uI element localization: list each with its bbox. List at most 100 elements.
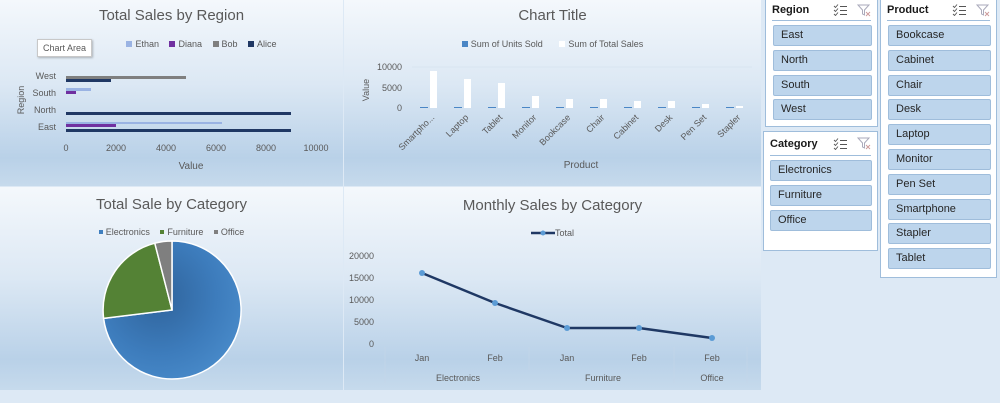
multi-select-icon[interactable] <box>952 4 966 16</box>
column-total-sales[interactable] <box>532 96 539 108</box>
column-units-sold[interactable] <box>590 107 598 108</box>
column-total-sales[interactable] <box>430 71 437 108</box>
chart-legend: Electronics Furniture Office <box>0 227 343 237</box>
chart-total-sales-by-region[interactable]: Total Sales by Region Ethan Diana Bob Al… <box>0 0 343 186</box>
slicer-item-cabinet[interactable]: Cabinet <box>888 49 991 71</box>
y-tick: 15000 <box>349 273 374 283</box>
legend-item-units-sold: Sum of Units Sold <box>461 39 543 49</box>
slicer-item-east[interactable]: East <box>773 25 872 46</box>
slicer-item-electronics[interactable]: Electronics <box>770 160 872 181</box>
y-axis-label: Value <box>361 79 371 101</box>
bar-south-ethan[interactable] <box>66 88 91 91</box>
slicer-item-chair[interactable]: Chair <box>888 74 991 96</box>
slicer-item-stapler[interactable]: Stapler <box>888 223 991 245</box>
slicer-item-smartphone[interactable]: Smartphone <box>888 198 991 220</box>
legend-swatch-icon <box>126 40 133 47</box>
clear-filter-icon[interactable] <box>976 4 990 17</box>
slicer-title: Product <box>887 4 929 16</box>
bar-east-alice[interactable] <box>66 129 291 132</box>
column-units-sold[interactable] <box>488 107 496 108</box>
multi-select-icon[interactable] <box>833 4 847 16</box>
column-units-sold[interactable] <box>624 107 632 108</box>
group-label: Office <box>700 373 723 383</box>
slicer-item-office[interactable]: Office <box>770 209 872 231</box>
pie-slice-furniture[interactable] <box>102 242 173 320</box>
legend-label: Bob <box>221 39 238 49</box>
month-label: Feb <box>487 353 503 363</box>
chart-title: Total Sales by Region <box>98 7 245 24</box>
pie-slice-office[interactable] <box>153 240 173 311</box>
legend-swatch-icon <box>461 40 468 47</box>
y-tick: 10000 <box>377 62 402 72</box>
slicer-item-furniture[interactable]: Furniture <box>770 184 872 206</box>
category-label: West <box>36 71 57 81</box>
bar-west-alice[interactable] <box>66 79 111 82</box>
bar-east-diana[interactable] <box>66 124 116 127</box>
legend-swatch-icon <box>160 229 165 234</box>
group-label: Electronics <box>436 373 481 383</box>
category-label: Smartpho... <box>396 112 436 152</box>
column-total-sales[interactable] <box>566 99 573 108</box>
data-point[interactable] <box>419 270 425 276</box>
slicer-item-pen-set[interactable]: Pen Set <box>888 173 991 195</box>
slicer-item-south[interactable]: South <box>773 74 872 96</box>
bar-west-bob[interactable] <box>66 76 186 79</box>
column-units-sold[interactable] <box>726 107 734 108</box>
x-tick: 6000 <box>206 143 226 153</box>
x-axis-label: Product <box>564 160 599 171</box>
column-units-sold[interactable] <box>454 107 462 108</box>
y-tick: 5000 <box>382 83 402 93</box>
column-total-sales[interactable] <box>600 99 607 108</box>
legend-item-bob: Bob <box>212 39 238 49</box>
multi-select-icon[interactable] <box>833 137 847 150</box>
clear-filter-icon[interactable] <box>857 4 871 17</box>
category-label: Chair <box>584 112 606 134</box>
bar-south-diana[interactable] <box>66 91 76 94</box>
column-units-sold[interactable] <box>420 107 428 108</box>
line-plot-area: 20000 15000 10000 5000 0 Jan Feb Jan Feb… <box>349 251 748 383</box>
y-tick: 20000 <box>349 251 374 261</box>
column-units-sold[interactable] <box>522 107 530 108</box>
data-point[interactable] <box>564 325 570 331</box>
column-units-sold[interactable] <box>556 107 564 108</box>
slicer-item-desk[interactable]: Desk <box>888 99 991 121</box>
chart-area-tooltip: Chart Area <box>37 39 93 57</box>
column-total-sales[interactable] <box>498 83 505 108</box>
chart-product-sales[interactable]: Chart Title Sum of Units Sold Sum of Tot… <box>344 0 761 186</box>
legend-item-furniture: Furniture <box>160 227 203 237</box>
legend-label: Electronics <box>105 227 150 237</box>
columns <box>420 71 743 108</box>
column-total-sales[interactable] <box>702 104 709 108</box>
clear-filter-icon[interactable] <box>857 137 871 150</box>
data-point[interactable] <box>709 335 715 341</box>
line-marker-icon <box>530 230 555 236</box>
legend-item-office: Office <box>213 227 244 237</box>
slicer-item-monitor[interactable]: Monitor <box>888 148 991 170</box>
slicer-item-west[interactable]: West <box>773 99 872 121</box>
month-label: Feb <box>704 353 720 363</box>
category-label: Stapler <box>715 112 742 139</box>
legend-item-total: Total <box>530 228 574 238</box>
month-label: Jan <box>560 353 575 363</box>
column-units-sold[interactable] <box>692 107 700 108</box>
slicer-item-bookcase[interactable]: Bookcase <box>888 25 991 46</box>
x-tick: 4000 <box>156 143 176 153</box>
chart-monthly-sales-by-category[interactable]: Monthly Sales by Category Total 20000 15… <box>344 187 761 390</box>
data-point[interactable] <box>636 325 642 331</box>
slicer-item-tablet[interactable]: Tablet <box>888 248 991 270</box>
category-label: Desk <box>653 112 675 134</box>
legend-swatch-icon <box>98 229 103 234</box>
column-total-sales[interactable] <box>464 79 471 108</box>
column-units-sold[interactable] <box>658 107 666 108</box>
legend-item-ethan: Ethan <box>126 39 159 49</box>
bar-north-alice[interactable] <box>66 112 291 115</box>
column-total-sales[interactable] <box>634 101 641 108</box>
bar-east-ethan[interactable] <box>66 122 222 124</box>
chart-total-sale-by-category[interactable]: Total Sale by Category Electronics Furni… <box>0 187 343 390</box>
category-label: East <box>38 122 57 132</box>
slicer-item-laptop[interactable]: Laptop <box>888 124 991 146</box>
slicer-item-north[interactable]: North <box>773 49 872 71</box>
column-total-sales[interactable] <box>668 101 675 108</box>
data-point[interactable] <box>492 300 498 306</box>
column-total-sales[interactable] <box>736 106 743 108</box>
